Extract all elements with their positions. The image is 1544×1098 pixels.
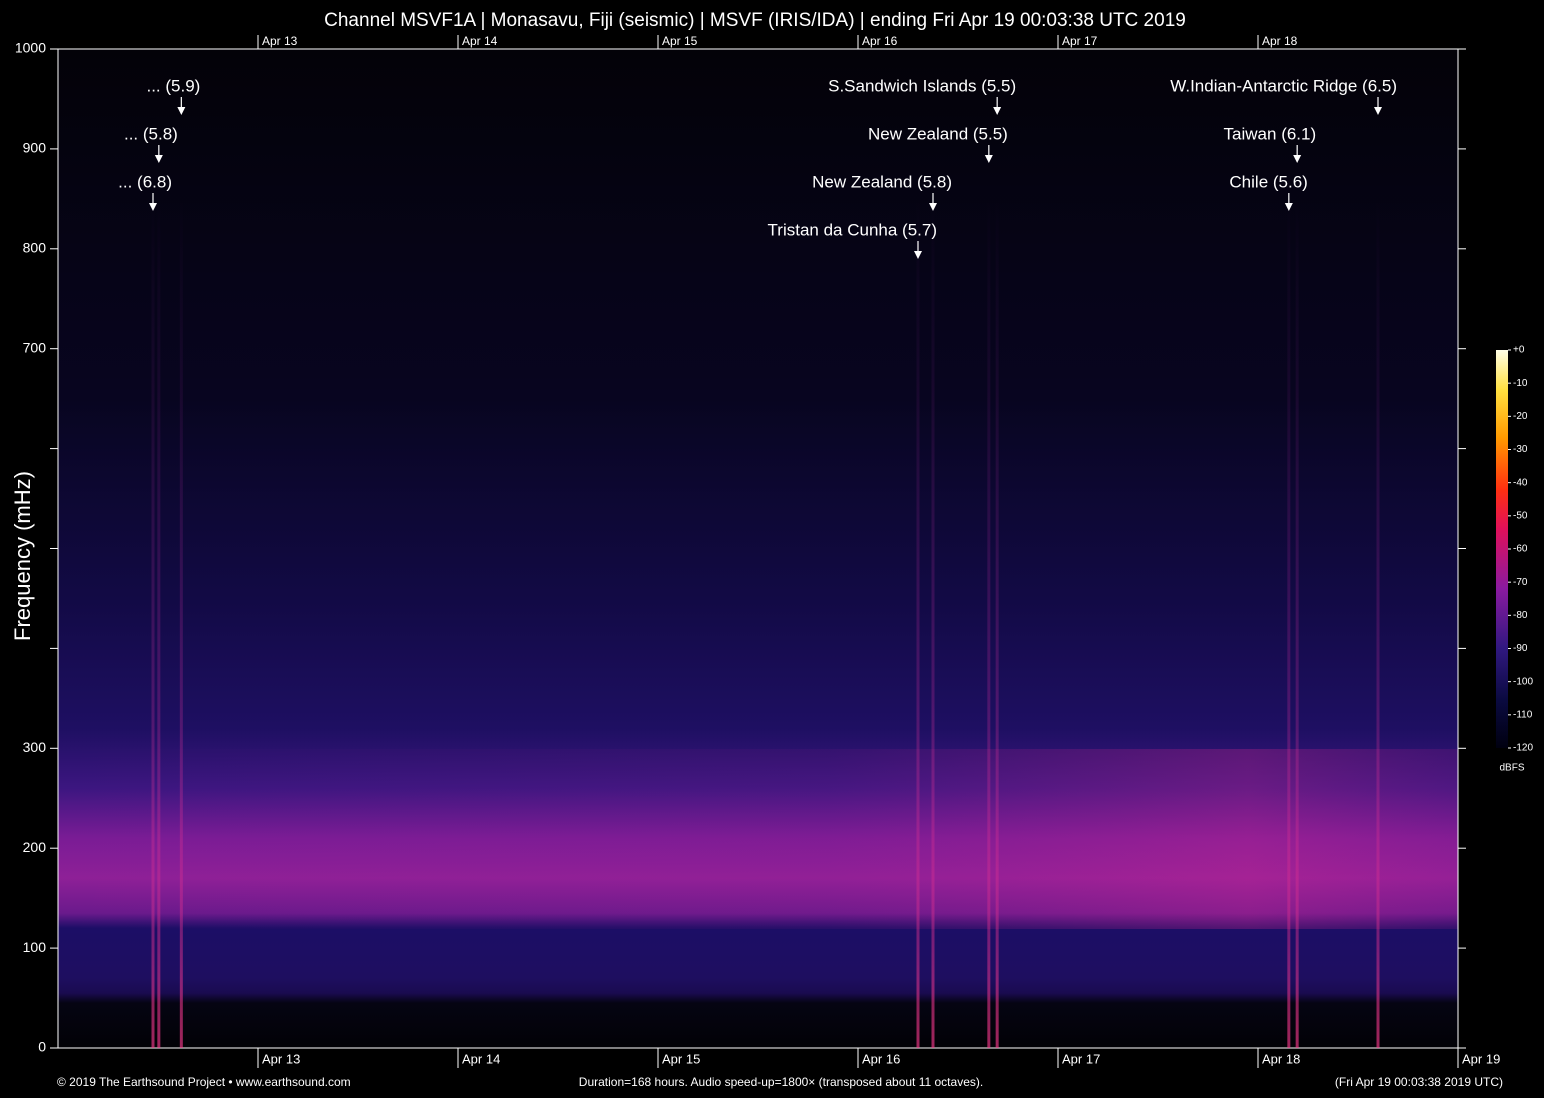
y-tick-label: 0: [38, 1039, 46, 1055]
colorbar: [1496, 350, 1508, 748]
x-tick-label: Apr 19: [1462, 1051, 1500, 1066]
chart-title: Channel MSVF1A | Monasavu, Fiji (seismic…: [324, 10, 1186, 31]
event-streak: [987, 198, 991, 1049]
footer-right: (Fri Apr 19 00:03:38 2019 UTC): [1335, 1075, 1503, 1089]
colorbar-tick-label: -40: [1513, 477, 1528, 488]
event-label: ... (6.8): [118, 172, 172, 191]
colorbar-tick-label: -100: [1513, 676, 1533, 687]
footer-center: Duration=168 hours. Audio speed-up=1800×…: [579, 1075, 983, 1089]
event-label: Chile (5.6): [1229, 172, 1307, 191]
event-arrowhead: [154, 155, 163, 163]
x-tick-label: Apr 17: [1062, 1051, 1100, 1066]
x-tick-label: Apr 15: [662, 1051, 700, 1066]
event-streak: [179, 198, 183, 1049]
colorbar-tick-label: -60: [1513, 544, 1528, 555]
event-arrowhead: [929, 203, 937, 211]
event-arrowhead: [149, 203, 157, 211]
event-arrowhead: [1293, 155, 1302, 163]
event-label: Taiwan (6.1): [1224, 124, 1317, 143]
y-tick-label: 300: [23, 739, 47, 755]
x-tick-label-top: Apr 18: [1262, 34, 1298, 48]
event-label: Tristan da Cunha (5.7): [768, 220, 937, 239]
event-label: New Zealand (5.5): [868, 124, 1008, 143]
x-tick-label: Apr 14: [462, 1051, 500, 1066]
event-streak: [916, 198, 920, 1049]
event-streak: [995, 198, 999, 1049]
colorbar-tick-label: -110: [1513, 709, 1533, 720]
event-label: W.Indian-Antarctic Ridge (6.5): [1170, 76, 1397, 95]
y-tick-label: 700: [23, 339, 47, 355]
x-tick-label-top: Apr 14: [462, 34, 498, 48]
event-arrowhead: [993, 107, 1002, 115]
event-streak: [151, 198, 155, 1049]
colorbar-tick-label: -70: [1513, 577, 1528, 588]
colorbar-tick-label: -10: [1513, 378, 1528, 389]
x-tick-label: Apr 16: [862, 1051, 900, 1066]
event-streak: [1287, 198, 1291, 1049]
y-tick-label: 900: [23, 140, 47, 156]
footer-left: © 2019 The Earthsound Project • www.eart…: [57, 1075, 351, 1089]
x-tick-label: Apr 18: [1262, 1051, 1300, 1066]
colorbar-tick-label: -50: [1513, 510, 1528, 521]
colorbar-label: dBFS: [1499, 763, 1524, 774]
y-tick-label: 100: [23, 939, 47, 955]
colorbar-tick-label: -90: [1513, 643, 1528, 654]
colorbar-tick-label: +0: [1513, 345, 1525, 356]
y-tick-label: 1000: [15, 40, 46, 56]
x-tick-label-top: Apr 13: [262, 34, 298, 48]
x-tick-label: Apr 13: [262, 1051, 300, 1066]
x-tick-label-top: Apr 16: [862, 34, 898, 48]
event-arrowhead: [1374, 107, 1382, 115]
event-arrowhead: [177, 107, 186, 115]
event-streak: [1376, 198, 1380, 1049]
event-arrowhead: [984, 155, 993, 163]
event-streak: [157, 198, 161, 1049]
y-tick-label: 200: [23, 839, 47, 855]
colorbar-tick-label: -20: [1513, 411, 1528, 422]
event-streak: [931, 198, 935, 1049]
x-tick-label-top: Apr 15: [662, 34, 698, 48]
event-arrowhead: [1284, 203, 1293, 211]
y-tick-label: 800: [23, 240, 47, 256]
event-label: ... (5.8): [124, 124, 178, 143]
x-tick-label-top: Apr 17: [1062, 34, 1098, 48]
event-streak: [1295, 198, 1299, 1049]
spectrogram-band: [58, 749, 1458, 929]
colorbar-tick-label: -30: [1513, 444, 1528, 455]
colorbar-tick-label: -80: [1513, 610, 1528, 621]
event-label: ... (5.9): [146, 76, 200, 95]
colorbar-tick-label: -120: [1513, 743, 1533, 754]
event-arrowhead: [914, 251, 922, 259]
y-axis-label: Frequency (mHz): [10, 471, 35, 641]
event-label: S.Sandwich Islands (5.5): [828, 76, 1016, 95]
event-label: New Zealand (5.8): [812, 172, 952, 191]
